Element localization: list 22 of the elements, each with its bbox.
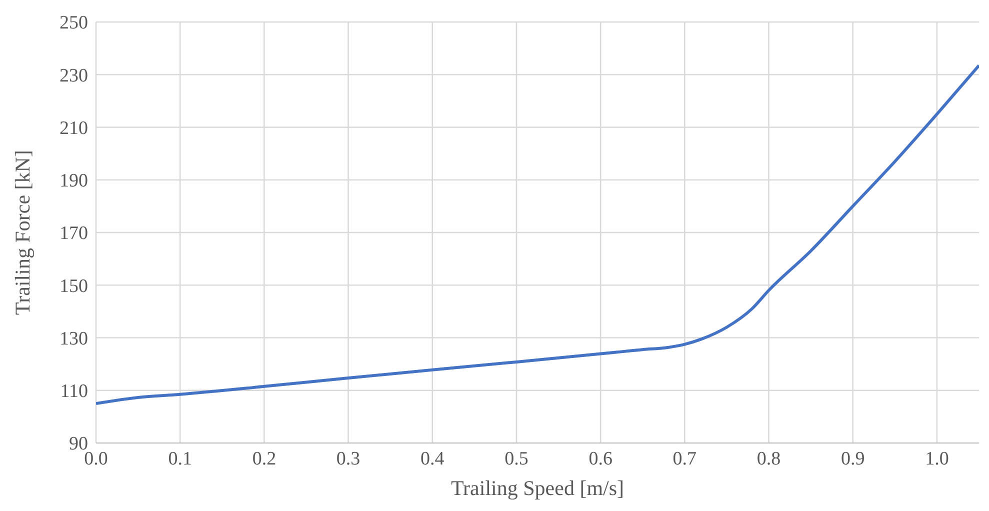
y-tick-label: 230 bbox=[60, 65, 88, 86]
x-tick-label: 0.6 bbox=[588, 448, 612, 470]
x-tick-label: 0.2 bbox=[252, 448, 276, 470]
y-axis-title: Trailing Force [kN] bbox=[10, 150, 34, 315]
y-tick-label: 130 bbox=[60, 328, 88, 350]
y-tick-label: 210 bbox=[60, 118, 88, 139]
x-tick-label: 0.0 bbox=[84, 448, 108, 470]
y-tick-label: 250 bbox=[60, 12, 88, 34]
line-series bbox=[96, 64, 979, 406]
x-tick-label: 0.3 bbox=[336, 448, 360, 470]
x-tick-label: 0.9 bbox=[840, 448, 865, 470]
x-tick-label: 0.4 bbox=[420, 448, 445, 470]
x-tick-label: 0.8 bbox=[756, 448, 781, 470]
x-tick-label: 0.5 bbox=[504, 448, 528, 470]
y-tick-label: 190 bbox=[60, 170, 88, 192]
x-tick-label: 0.7 bbox=[672, 448, 697, 470]
x-tick-label: 1.0 bbox=[925, 448, 949, 470]
y-tick-label: 170 bbox=[60, 223, 88, 244]
y-tick-label: 150 bbox=[60, 276, 88, 297]
x-tick-label: 0.1 bbox=[168, 448, 192, 470]
x-axis-title: Trailing Speed [m/s] bbox=[450, 476, 624, 500]
y-tick-label: 110 bbox=[60, 381, 88, 402]
